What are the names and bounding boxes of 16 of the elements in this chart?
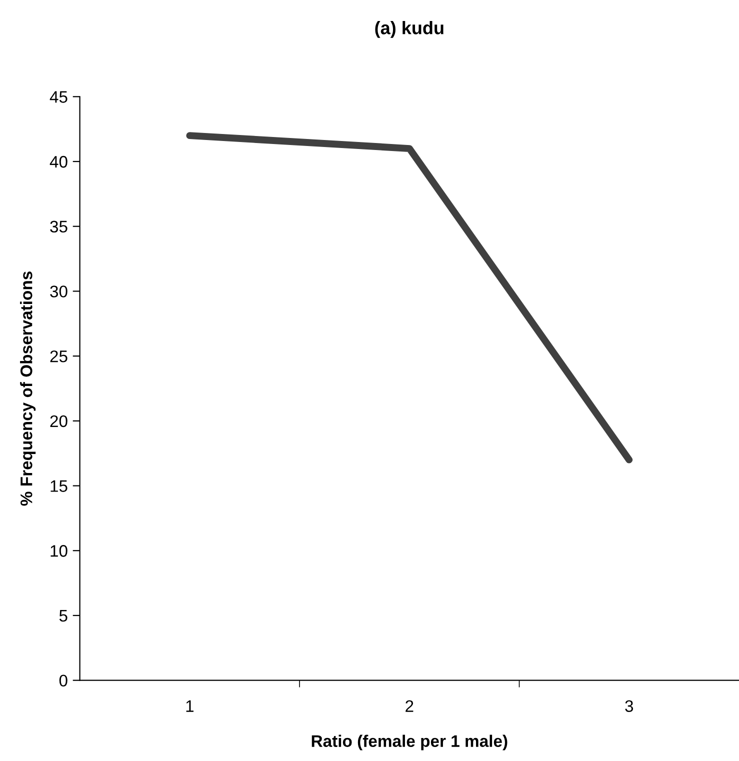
y-tick-label: 45 [50,91,68,103]
y-tick-label: 10 [50,545,68,557]
y-tick-label: 20 [50,415,68,428]
y-tick-label: 35 [50,220,68,233]
x-tick-label: 2 [406,700,414,712]
y-tick-label: 0 [59,674,68,687]
y-tick-label: 25 [50,350,68,362]
x-axis-title: Ratio (female per 1 male) [312,734,508,750]
y-tick-label: 15 [50,480,68,492]
x-tick-label: 1 [186,700,194,712]
y-tick-label: 30 [50,286,68,298]
y-tick-label: 40 [50,156,68,168]
x-tick-label: 3 [625,700,634,712]
y-tick-label: 5 [59,610,68,622]
chart-title: (a) kudu [375,21,444,38]
y-axis-title: % Frequency of Observations [20,272,36,506]
